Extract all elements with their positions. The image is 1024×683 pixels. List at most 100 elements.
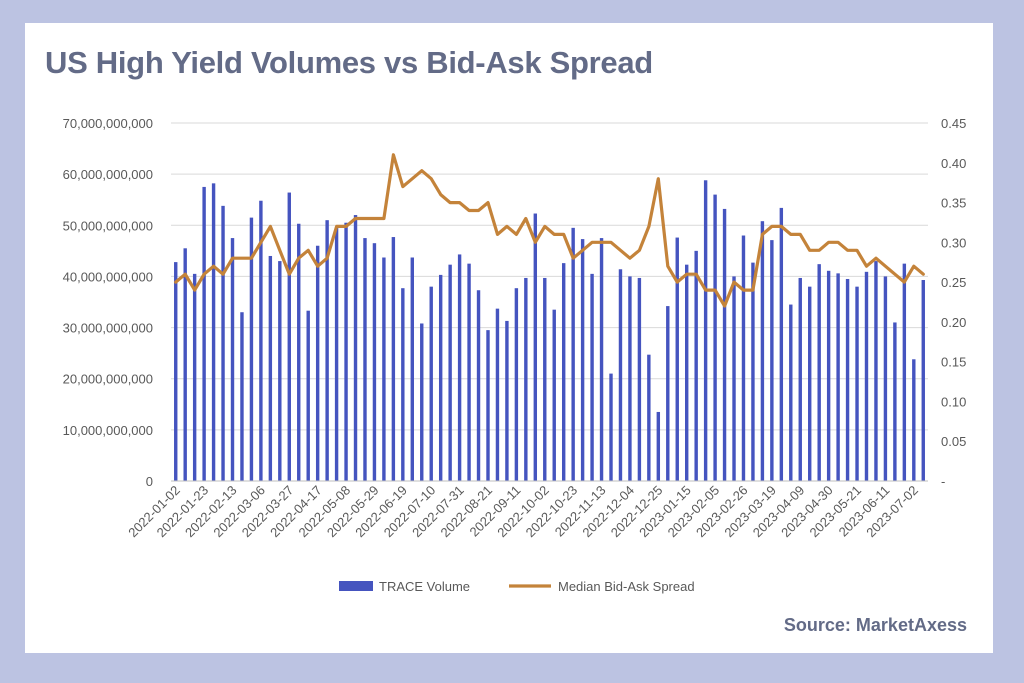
volume-bar <box>817 264 821 481</box>
y-right-tick-label: 0.45 <box>941 116 966 131</box>
volume-bar <box>306 310 310 481</box>
spread-line <box>174 153 925 308</box>
volume-bar <box>382 257 386 481</box>
y-left-tick-label: 10,000,000,000 <box>63 423 153 438</box>
volume-bar <box>287 192 291 481</box>
volume-bar <box>609 373 613 481</box>
y-left-tick-label: 0 <box>146 474 153 489</box>
volume-bar <box>278 261 282 481</box>
volume-bar <box>912 359 916 481</box>
volume-bar <box>628 276 632 481</box>
y-left-tick-label: 50,000,000,000 <box>63 218 153 233</box>
volume-bar <box>344 222 348 481</box>
volume-bar <box>467 263 471 481</box>
volume-bar <box>571 227 575 481</box>
volume-bar <box>893 322 897 481</box>
volume-bar <box>656 411 661 481</box>
volume-bar <box>410 257 414 481</box>
volume-bar <box>694 250 698 481</box>
volume-bar <box>902 263 907 481</box>
volume-bar <box>533 213 538 481</box>
chart-card: US High Yield Volumes vs Bid-Ask Spread … <box>25 23 993 653</box>
volume-bar <box>353 215 358 482</box>
volume-bar <box>240 312 244 481</box>
volume-bar <box>798 277 802 481</box>
volume-bar <box>637 277 642 481</box>
chart-svg: 0 10,000,000,000 20,000,000,000 30,000,000,… <box>63 116 967 594</box>
legend-label-spread: Median Bid-Ask Spread <box>558 579 695 594</box>
volume-bar <box>363 238 367 481</box>
volume-bar <box>590 273 594 481</box>
legend-label-volume: TRACE Volume <box>379 579 470 594</box>
y-right-tick-label: 0.35 <box>941 196 966 211</box>
y-right-tick-label: 0.25 <box>941 275 966 290</box>
volume-bar <box>703 180 708 481</box>
volume-bar <box>524 277 528 481</box>
volume-bar <box>429 286 433 481</box>
y-left-tick-label: 40,000,000,000 <box>63 269 153 284</box>
legend-swatch-bars <box>339 581 373 591</box>
volume-bar <box>599 238 604 481</box>
volume-bar <box>495 308 500 481</box>
y-right-tick-label: 0.10 <box>941 394 966 409</box>
volume-bar <box>174 262 178 481</box>
y-left-tick-label: 30,000,000,000 <box>63 321 153 336</box>
volume-bar <box>845 278 850 481</box>
volume-bar <box>448 264 452 481</box>
volume-bar <box>921 280 925 481</box>
volume-bar <box>514 288 519 481</box>
volume-bar <box>249 217 254 481</box>
volume-bar <box>334 227 339 481</box>
volume-bar <box>722 208 727 482</box>
volume-bar <box>221 205 225 481</box>
volume-bar <box>401 288 405 481</box>
y-right-tick-label: 0.20 <box>941 315 966 330</box>
volume-bar <box>391 237 396 481</box>
volume-bar <box>202 186 206 481</box>
volume-bar <box>713 194 717 481</box>
volume-bar <box>666 306 670 481</box>
volume-bar <box>183 248 187 481</box>
volume-bar <box>486 330 490 481</box>
y-left-tick-label: 20,000,000,000 <box>63 372 153 387</box>
volume-bar <box>779 207 784 481</box>
y-right-tick-label: 0.30 <box>941 235 966 250</box>
volume-bar <box>741 235 746 481</box>
volume-bar <box>864 271 869 481</box>
volume-bar <box>476 290 481 481</box>
volume-bar <box>580 239 585 481</box>
volume-bar <box>230 238 235 481</box>
volume-bar <box>211 183 216 481</box>
y-right-tick-label: - <box>941 474 945 489</box>
source-caption: Source: MarketAxess <box>783 615 967 635</box>
volume-bar <box>826 270 831 481</box>
volume-bar <box>543 277 547 481</box>
chart-title: US High Yield Volumes vs Bid-Ask Spread <box>45 45 653 80</box>
volume-bar <box>372 243 377 481</box>
volume-bar <box>685 264 689 481</box>
volume-bar <box>874 261 878 481</box>
volume-bar <box>760 221 765 482</box>
volume-bar <box>259 200 263 482</box>
volume-bar <box>192 273 197 481</box>
volume-bar <box>732 276 736 481</box>
volume-bar <box>618 269 623 481</box>
volume-bar <box>297 223 301 481</box>
volume-bar <box>268 255 273 481</box>
volume-bar <box>561 263 566 481</box>
y-right-tick-label: 0.40 <box>941 156 966 171</box>
volume-bar <box>789 304 793 481</box>
volume-bar <box>751 262 755 481</box>
y-left-tick-label: 70,000,000,000 <box>63 116 153 131</box>
volume-bar <box>675 237 679 481</box>
y-left-tick-label: 60,000,000,000 <box>63 167 153 182</box>
volume-bar <box>420 323 424 481</box>
volume-bar <box>552 309 556 481</box>
y-right-tick-label: 0.15 <box>941 355 966 370</box>
volume-bar <box>325 220 329 481</box>
volume-bar <box>883 276 888 481</box>
volume-bar <box>647 354 651 481</box>
volume-bar <box>457 254 462 481</box>
volume-bar <box>808 286 812 481</box>
volume-bar <box>770 240 774 481</box>
